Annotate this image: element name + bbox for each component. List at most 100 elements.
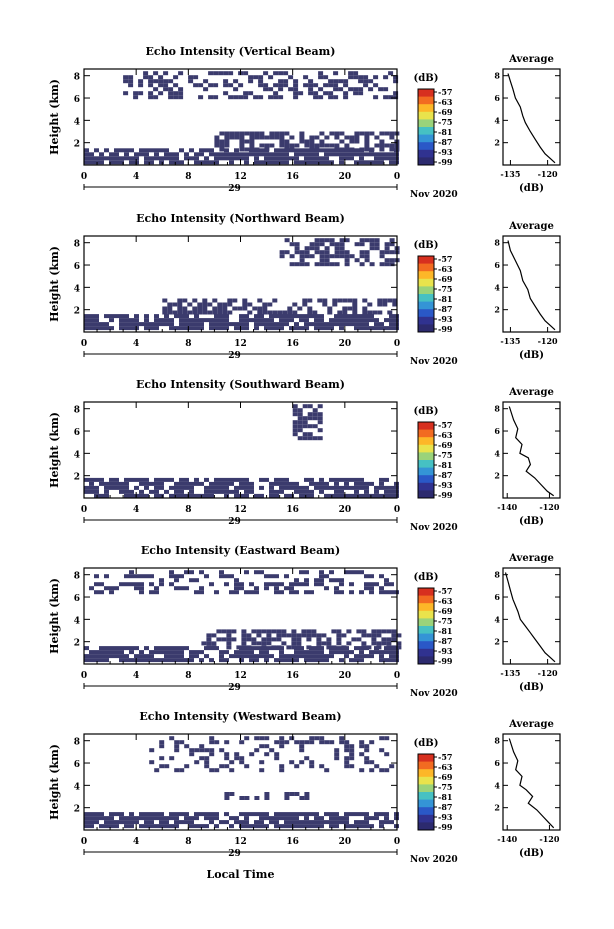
- echo-cell: [269, 152, 274, 157]
- average-y-tick-label: 4: [494, 448, 500, 458]
- echo-cell: [187, 310, 193, 315]
- echo-cell: [139, 481, 144, 486]
- echo-cell: [274, 131, 280, 136]
- echo-cell: [349, 318, 354, 323]
- echo-cell: [384, 262, 390, 267]
- echo-cell: [219, 654, 224, 659]
- echo-cell: [354, 139, 360, 144]
- echo-cell: [279, 590, 284, 595]
- echo-cell: [299, 135, 305, 140]
- echo-cell: [149, 820, 154, 825]
- colorbar-unit: (dB): [414, 738, 439, 749]
- echo-cell: [336, 633, 342, 638]
- echo-cell: [271, 637, 277, 642]
- echo-cell: [209, 768, 215, 773]
- echo-cell: [264, 152, 269, 157]
- echo-cell: [179, 160, 184, 165]
- echo-cell: [351, 637, 357, 642]
- echo-cell: [297, 428, 303, 433]
- average-y-tick-label: 4: [494, 780, 500, 790]
- echo-cell: [254, 812, 259, 817]
- echo-cell: [264, 156, 269, 161]
- echo-cell: [254, 590, 259, 595]
- echo-cell: [384, 326, 389, 331]
- echo-cell: [144, 812, 149, 817]
- echo-cell: [184, 820, 189, 825]
- echo-cell: [214, 318, 219, 323]
- echo-cell: [374, 764, 380, 769]
- echo-cell: [159, 318, 164, 323]
- average-frame: [502, 733, 561, 831]
- echo-cell: [364, 326, 369, 331]
- echo-cell: [334, 820, 339, 825]
- echo-cell: [124, 654, 129, 659]
- echo-cell: [224, 820, 229, 825]
- echo-cell: [342, 298, 348, 303]
- echo-cell: [284, 160, 289, 165]
- average-title: Average: [508, 387, 554, 398]
- echo-cell: [309, 489, 314, 494]
- echo-cell: [234, 326, 239, 331]
- echo-cell: [179, 586, 184, 591]
- y-tick-label: 6: [74, 760, 80, 770]
- echo-cell: [254, 131, 260, 136]
- echo-cell: [149, 322, 154, 327]
- echo-cell: [104, 156, 109, 161]
- echo-cell: [276, 629, 282, 634]
- echo-cell: [284, 318, 289, 323]
- echo-cell: [219, 147, 225, 152]
- echo-cell: [239, 152, 244, 157]
- colorbar-segment: [418, 286, 434, 295]
- echo-cell: [124, 658, 129, 663]
- echo-cell: [239, 156, 244, 161]
- echo-cell: [254, 147, 260, 152]
- echo-cell: [381, 629, 387, 634]
- echo-cell: [169, 326, 174, 331]
- echo-cell: [329, 238, 335, 243]
- echo-cell: [304, 250, 310, 255]
- echo-cell: [184, 816, 189, 821]
- panel: Echo Intensity (Vertical Beam)2468Height…: [48, 45, 561, 200]
- echo-cell: [284, 658, 289, 663]
- echo-cell: [214, 489, 219, 494]
- echo-cell: [374, 489, 379, 494]
- echo-cell: [244, 489, 249, 494]
- echo-cell: [104, 650, 109, 655]
- echo-cell: [354, 824, 359, 829]
- day-label: 29: [228, 683, 241, 693]
- echo-cell: [334, 143, 340, 148]
- x-tick-label: 0: [394, 671, 400, 681]
- echo-cell: [369, 590, 374, 595]
- echo-cell: [379, 768, 385, 773]
- echo-cell: [129, 820, 134, 825]
- echo-cell: [389, 590, 394, 595]
- echo-cell: [334, 590, 339, 595]
- echo-cell: [104, 314, 109, 319]
- echo-cell: [344, 314, 349, 319]
- echo-cell: [271, 629, 277, 634]
- echo-cell: [269, 748, 275, 753]
- echo-cell: [194, 812, 199, 817]
- echo-cell: [208, 95, 214, 100]
- echo-cell: [294, 764, 300, 769]
- echo-cell: [299, 318, 304, 323]
- echo-cell: [384, 242, 390, 247]
- colorbar-tick-label: -63: [438, 762, 453, 772]
- echo-cell: [284, 152, 289, 157]
- colorbar-tick-label: -99: [438, 656, 453, 666]
- echo-cell: [214, 322, 219, 327]
- echo-cell: [273, 91, 279, 96]
- echo-cell: [309, 135, 315, 140]
- echo-cell: [94, 654, 99, 659]
- colorbar-segment: [418, 754, 434, 763]
- echo-cell: [284, 156, 289, 161]
- echo-cell: [359, 250, 365, 255]
- x-tick-label: 0: [394, 172, 400, 182]
- echo-cell: [329, 824, 334, 829]
- average-profile-line: [508, 406, 555, 497]
- echo-cell: [334, 131, 340, 136]
- echo-cell: [279, 152, 284, 157]
- echo-cell: [274, 756, 280, 761]
- echo-cell: [104, 824, 109, 829]
- echo-cell: [259, 650, 264, 655]
